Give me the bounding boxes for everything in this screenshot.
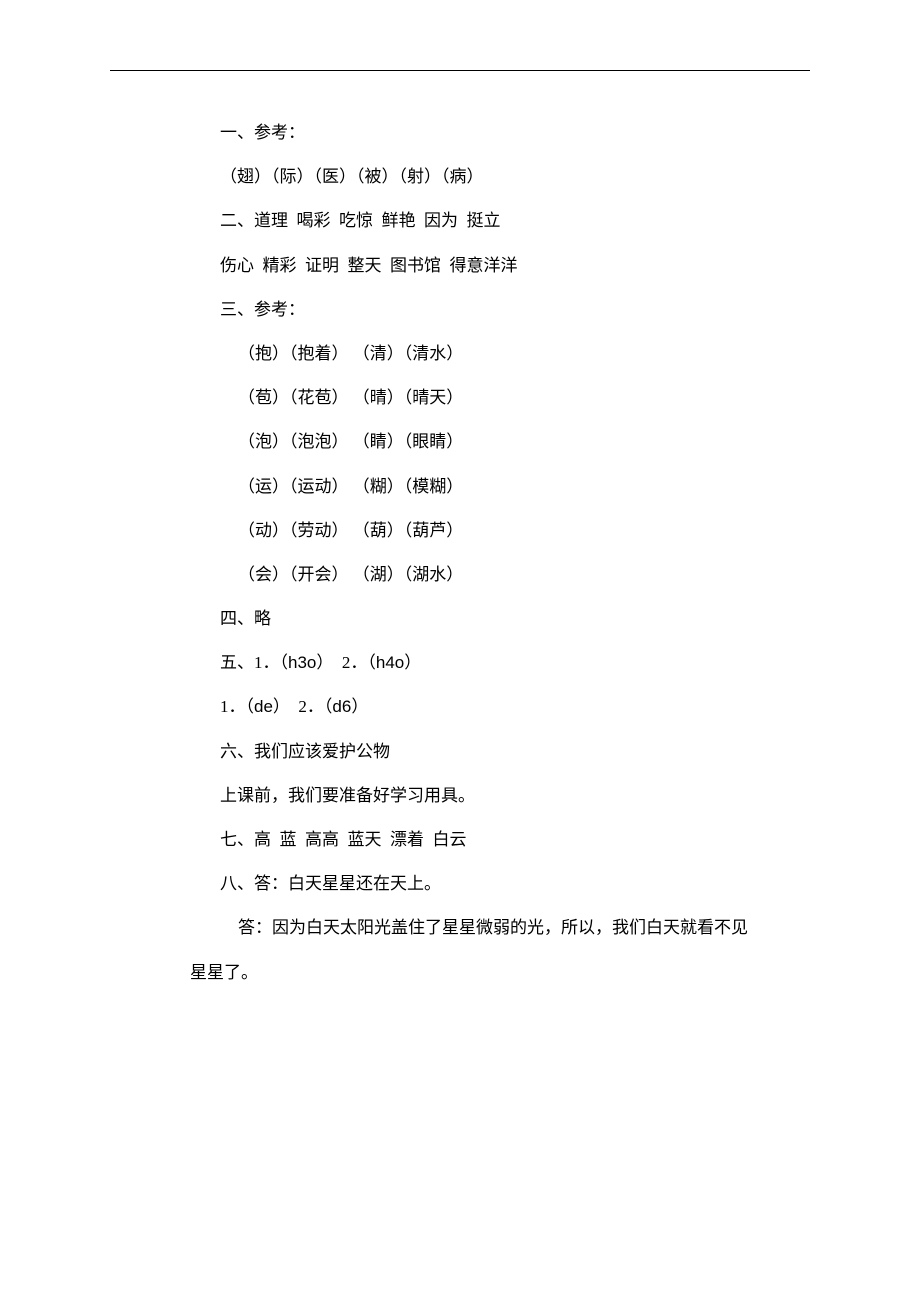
- text-line: 七、高 蓝 高高 蓝天 漂着 白云: [110, 818, 810, 862]
- text-line: 六、我们应该爱护公物: [110, 730, 810, 774]
- text-line: 1．（de） 2．（d6）: [110, 685, 810, 729]
- text-line: 星星了。: [110, 951, 810, 995]
- header-rule: [110, 70, 810, 71]
- text-line: 八、答：白天星星还在天上。: [110, 862, 810, 906]
- text-line: （动）（劳动） （葫）（葫芦）: [110, 509, 810, 553]
- text-line: 二、道理 喝彩 吃惊 鲜艳 因为 挺立: [110, 199, 810, 243]
- text-line: （苞）（花苞） （晴）（晴天）: [110, 376, 810, 420]
- document-page: 一、参考：（翅）（际）（医）（被）（射）（病）二、道理 喝彩 吃惊 鲜艳 因为 …: [0, 0, 920, 1055]
- text-line: 五、1．（h3o） 2．（h4o）: [110, 641, 810, 685]
- text-line: （运）（运动） （糊）（模糊）: [110, 465, 810, 509]
- text-line: 答：因为白天太阳光盖住了星星微弱的光，所以，我们白天就看不见: [110, 906, 810, 950]
- text-line: 一、参考：: [110, 111, 810, 155]
- text-line: （翅）（际）（医）（被）（射）（病）: [110, 155, 810, 199]
- text-line: 伤心 精彩 证明 整天 图书馆 得意洋洋: [110, 244, 810, 288]
- text-line: 上课前，我们要准备好学习用具。: [110, 774, 810, 818]
- text-line: （泡）（泡泡） （睛）（眼睛）: [110, 420, 810, 464]
- text-line: （抱）（抱着） （清）（清水）: [110, 332, 810, 376]
- document-body: 一、参考：（翅）（际）（医）（被）（射）（病）二、道理 喝彩 吃惊 鲜艳 因为 …: [110, 111, 810, 995]
- text-line: 三、参考：: [110, 288, 810, 332]
- text-line: （会）（开会） （湖）（湖水）: [110, 553, 810, 597]
- text-line: 四、略: [110, 597, 810, 641]
